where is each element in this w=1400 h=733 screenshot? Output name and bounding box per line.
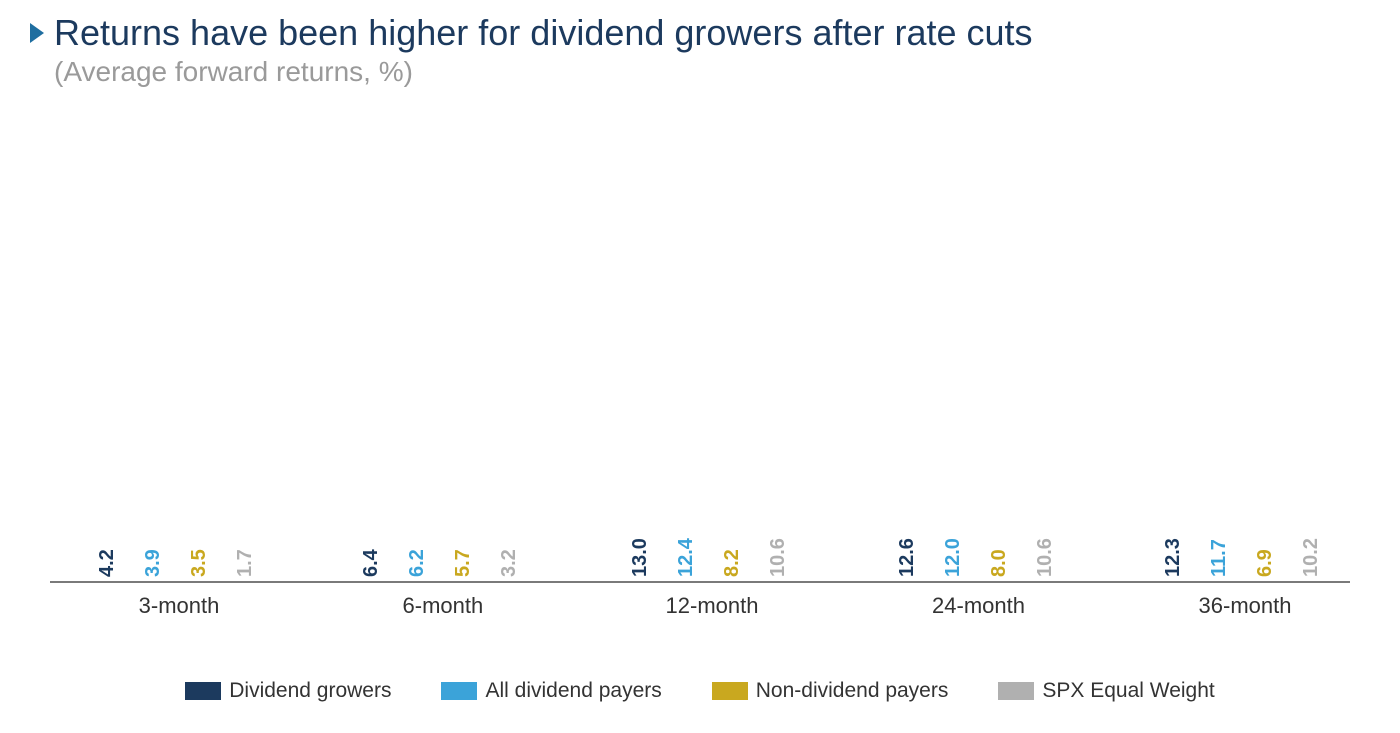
bar-value-label: 8.0 [988, 549, 1011, 577]
x-axis-label: 24-month [932, 593, 1025, 619]
bar-value-label: 4.2 [96, 549, 119, 577]
legend-item: All dividend payers [441, 679, 661, 703]
x-axis-label: 36-month [1199, 593, 1292, 619]
bar-value-label: 12.3 [1162, 538, 1185, 577]
x-axis-label: 12-month [666, 593, 759, 619]
legend-swatch-icon [441, 682, 477, 700]
bar-value-label: 10.6 [767, 538, 790, 577]
legend-swatch-icon [185, 682, 221, 700]
bar-value-label: 5.7 [452, 549, 475, 577]
bar-value-label: 8.2 [721, 549, 744, 577]
x-axis-label: 6-month [403, 593, 484, 619]
bar-value-label: 12.6 [896, 538, 919, 577]
x-axis-labels: 3-month 6-month 12-month 24-month 36-month [50, 583, 1350, 633]
x-axis-label: 3-month [139, 593, 220, 619]
legend-swatch-icon [712, 682, 748, 700]
legend-label: Dividend growers [229, 679, 391, 703]
bar-value-label: 3.2 [498, 549, 521, 577]
chart-title: Returns have been higher for dividend gr… [54, 12, 1033, 54]
legend-label: Non-dividend payers [756, 679, 949, 703]
bar-value-label: 6.9 [1254, 549, 1277, 577]
legend-label: SPX Equal Weight [1042, 679, 1214, 703]
title-marker-icon [30, 23, 44, 43]
chart-subtitle: (Average forward returns, %) [54, 56, 1370, 88]
bar-value-label: 12.4 [675, 538, 698, 577]
bar-value-label: 13.0 [629, 538, 652, 577]
bar-value-label: 3.9 [142, 549, 165, 577]
chart-header: Returns have been higher for dividend gr… [0, 0, 1400, 88]
legend-item: SPX Equal Weight [998, 679, 1214, 703]
bar-value-label: 10.2 [1300, 538, 1323, 577]
bar-value-label: 3.5 [188, 549, 211, 577]
chart-area: 4.2 3.9 3.5 1.7 6.4 6.2 5.7 3.2 13.0 12.4 8.2 10.6 1… [50, 130, 1350, 633]
bar-value-label: 10.6 [1034, 538, 1057, 577]
bar-value-label: 6.2 [406, 549, 429, 577]
title-row: Returns have been higher for dividend gr… [30, 12, 1370, 54]
chart-legend: Dividend growers All dividend payers Non-d… [0, 679, 1400, 703]
legend-swatch-icon [998, 682, 1034, 700]
legend-label: All dividend payers [485, 679, 661, 703]
bar-value-label: 12.0 [942, 538, 965, 577]
legend-item: Dividend growers [185, 679, 391, 703]
legend-item: Non-dividend payers [712, 679, 949, 703]
bar-value-label: 11.7 [1208, 539, 1231, 577]
bar-value-label: 1.7 [234, 549, 257, 577]
bar-value-label: 6.4 [360, 549, 383, 577]
chart-plot: 4.2 3.9 3.5 1.7 6.4 6.2 5.7 3.2 13.0 12.4 8.2 10.6 1… [50, 130, 1350, 583]
